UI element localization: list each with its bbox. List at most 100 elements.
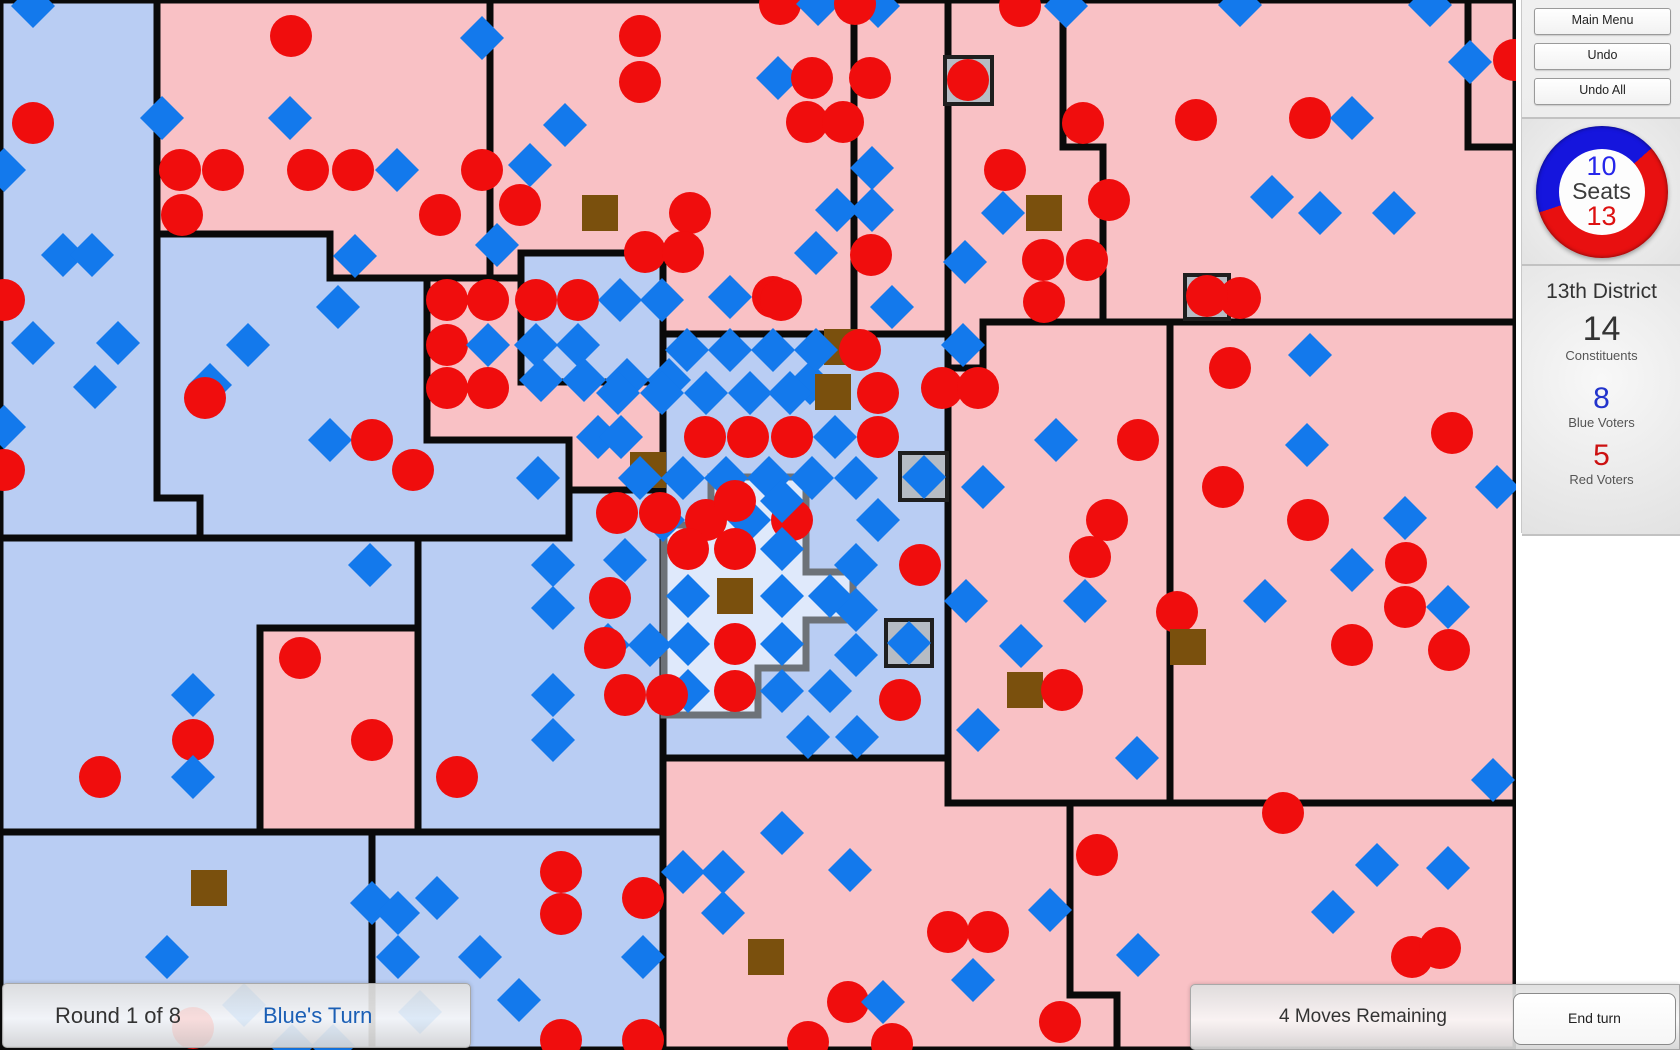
blue-voter-icon: [460, 16, 504, 60]
blue-voter-icon: [1475, 465, 1516, 509]
blue-voter-icon: [543, 103, 587, 147]
blue-voter-icon: [661, 850, 705, 894]
blue-voter-icon: [944, 579, 988, 623]
blue-voter-icon: [226, 323, 270, 367]
blue-voter-icon: [73, 365, 117, 409]
blue-voter-icon: [861, 980, 905, 1024]
blue-voter-icon: [828, 848, 872, 892]
red-voter-icon: [467, 367, 509, 409]
blue-voter-icon: [531, 586, 575, 630]
red-voter-icon: [1069, 536, 1111, 578]
red-voter-icon: [1385, 542, 1427, 584]
main-menu-button[interactable]: Main Menu: [1534, 8, 1671, 35]
red-voter-icon: [850, 234, 892, 276]
blue-voter-icon: [1028, 888, 1072, 932]
blue-voter-icon: [661, 456, 705, 500]
panel-buttons-section: Main Menu Undo Undo All: [1522, 0, 1680, 119]
blue-voter-icon: [1218, 0, 1262, 27]
district-map[interactable]: [0, 0, 1516, 1050]
blue-voter-icon: [786, 715, 830, 759]
blue-voter-icon: [999, 624, 1043, 668]
blue-voter-icon: [640, 371, 684, 415]
red-voter-icon: [646, 674, 688, 716]
district-title: 13th District: [1546, 280, 1657, 303]
red-voter-icon: [639, 492, 681, 534]
blue-voter-icon: [333, 234, 377, 278]
blue-voter-icon: [815, 188, 859, 232]
blue-voter-icon: [171, 673, 215, 717]
blue-voter-icon: [760, 527, 804, 571]
blue-voter-icon: [415, 876, 459, 920]
undecided-voter-icon: [582, 195, 618, 231]
blue-voter-icon: [756, 56, 800, 100]
district-pink-corner[interactable]: [1464, 0, 1516, 151]
blue-voter-icon: [768, 371, 812, 415]
blue-voter-icon: [0, 148, 26, 192]
red-voter-icon: [426, 324, 468, 366]
red-voter-icon: [499, 184, 541, 226]
blue-voters-label: Blue Voters: [1568, 415, 1635, 430]
red-voters-label: Red Voters: [1569, 472, 1634, 487]
blue-voter-icon: [531, 673, 575, 717]
blue-voter-icon: [850, 188, 894, 232]
blue-voter-icon: [856, 498, 900, 542]
blue-voter-icon: [268, 96, 312, 140]
blue-voter-icon: [1355, 843, 1399, 887]
red-voter-icon: [714, 480, 756, 522]
red-voter-icon: [1156, 591, 1198, 633]
blue-voter-icon: [1298, 191, 1342, 235]
undo-button[interactable]: Undo: [1534, 43, 1671, 70]
red-voter-icon: [436, 756, 478, 798]
seats-donut-section: 10 Seats 13: [1522, 119, 1680, 266]
blue-voter-icon: [1063, 579, 1107, 623]
blue-voter-icon: [1448, 40, 1492, 84]
district-pink-top-right2[interactable]: [1059, 0, 1516, 326]
red-voter-icon: [159, 149, 201, 191]
red-voter-icon: [540, 851, 582, 893]
blue-voter-icon: [556, 323, 600, 367]
blue-voter-icon: [887, 621, 931, 665]
blue-voter-icon: [701, 891, 745, 935]
red-seats-count: 13: [1586, 201, 1617, 231]
blue-voter-icon: [708, 275, 752, 319]
red-voter-icon: [287, 149, 329, 191]
blue-voter-icon: [531, 718, 575, 762]
undecided-voter-icon: [1026, 195, 1062, 231]
red-voter-icon: [270, 15, 312, 57]
blue-voter-icon: [508, 143, 552, 187]
red-voter-icon: [1419, 927, 1461, 969]
red-voter-icon: [184, 377, 226, 419]
red-voter-icon: [1039, 1001, 1081, 1043]
blue-voter-icon: [808, 574, 852, 618]
blue-voter-icon: [760, 622, 804, 666]
red-voter-icon: [172, 719, 214, 761]
blue-voter-icon: [640, 278, 684, 322]
red-voter-icon: [1331, 624, 1373, 666]
blue-voter-icon: [760, 811, 804, 855]
seats-donut-center: 10 Seats 13: [1558, 148, 1645, 235]
red-voter-icon: [202, 149, 244, 191]
red-voter-icon: [351, 419, 393, 461]
blue-voter-icon: [466, 323, 510, 367]
red-voter-icon: [332, 149, 374, 191]
red-voter-icon: [584, 627, 626, 669]
red-voter-icon: [461, 149, 503, 191]
red-voter-icon: [727, 416, 769, 458]
blue-voter-icon: [834, 633, 878, 677]
red-voter-icon: [0, 279, 25, 321]
turn-label: Blue's Turn: [262, 1002, 373, 1028]
red-voter-icon: [1428, 629, 1470, 671]
undo-all-button[interactable]: Undo All: [1534, 78, 1671, 105]
red-voter-icon: [279, 637, 321, 679]
red-voter-icon: [857, 372, 899, 414]
blue-voter-icon: [375, 148, 419, 192]
blue-voter-icon: [701, 850, 745, 894]
constituents-count: 14: [1582, 310, 1621, 348]
constituents-label: Constituents: [1565, 348, 1638, 363]
red-voter-icon: [822, 101, 864, 143]
blue-voter-icon: [1311, 890, 1355, 934]
end-turn-button[interactable]: End turn: [1513, 993, 1676, 1045]
red-voter-icon: [759, 0, 801, 25]
red-voter-icon: [714, 670, 756, 712]
blue-voter-icon: [531, 543, 575, 587]
